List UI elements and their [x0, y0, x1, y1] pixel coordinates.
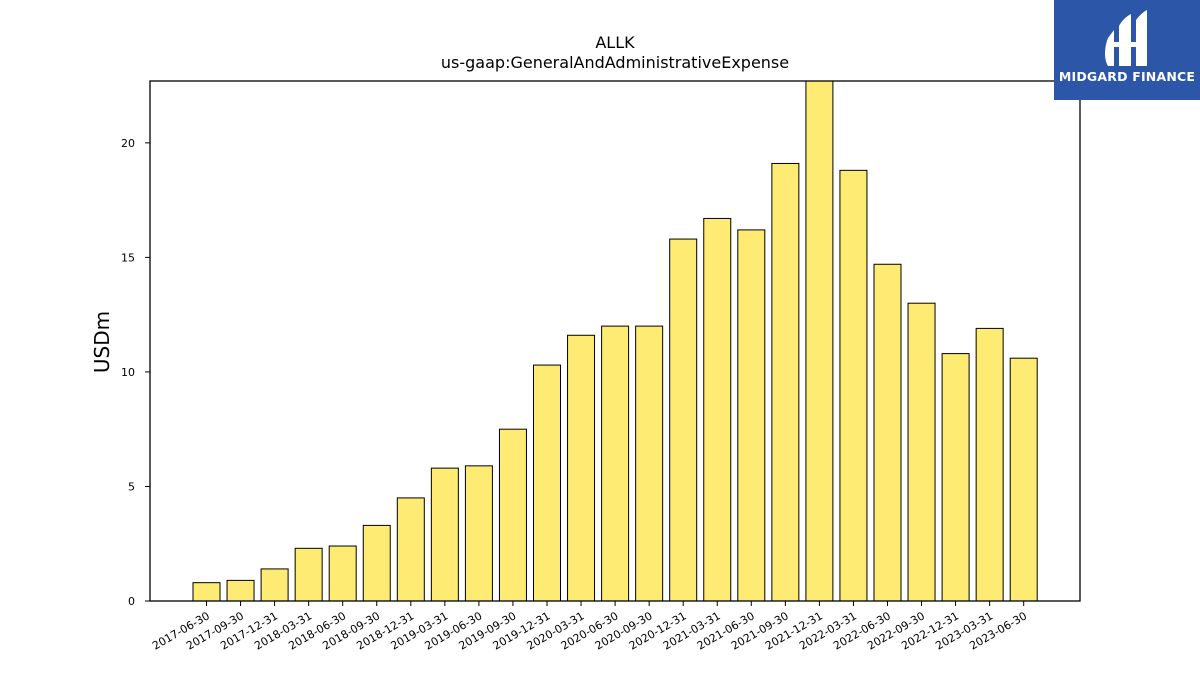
- bar-2022-12-31: [941, 353, 970, 602]
- bar-2021-06-30: [737, 229, 766, 602]
- bar-2020-12-31: [669, 238, 698, 602]
- y-tick-label: 20: [121, 137, 135, 150]
- bar-2020-03-31: [567, 334, 596, 602]
- y-axis-label: USDm: [90, 311, 114, 373]
- y-axis: 0 5 10 15 20: [121, 137, 150, 608]
- midgard-finance-logo: MIDGARD FINANCE: [1054, 0, 1200, 100]
- midgard-logo-icon: [1105, 10, 1147, 66]
- bar-2017-09-30: [226, 579, 255, 602]
- bar-2019-03-31: [430, 467, 459, 602]
- bar-2021-12-31: [805, 80, 834, 602]
- bar-2020-09-30: [635, 325, 664, 602]
- bar-2021-09-30: [771, 162, 800, 602]
- bar-2020-06-30: [601, 325, 630, 602]
- logo-text: MIDGARD FINANCE: [1058, 69, 1196, 84]
- bar-2017-12-31: [260, 568, 289, 602]
- bar-2018-09-30: [362, 524, 391, 602]
- bar-2022-09-30: [907, 302, 936, 602]
- bar-2019-12-31: [533, 364, 561, 602]
- bar-2021-03-31: [703, 217, 732, 602]
- bar-2019-06-30: [464, 465, 493, 602]
- bar-2018-06-30: [328, 545, 357, 602]
- chart-subtitle: us-gaap:GeneralAndAdministrativeExpense: [441, 53, 789, 72]
- bar-2018-12-31: [396, 497, 425, 602]
- bars-group: [192, 80, 1038, 602]
- bar-2018-03-31: [294, 547, 323, 602]
- bar-2019-09-30: [498, 428, 527, 602]
- bar-2022-06-30: [873, 263, 902, 602]
- bar-2017-06-30: [192, 582, 221, 602]
- bar-2022-03-31: [839, 169, 868, 602]
- y-tick-label: 0: [128, 595, 135, 608]
- bar-2023-06-30: [1009, 357, 1038, 602]
- x-axis: 2017-06-302017-09-302017-12-312018-03-31…: [150, 601, 1029, 653]
- y-tick-label: 15: [121, 251, 135, 264]
- chart-title: ALLK: [595, 33, 635, 52]
- y-tick-label: 10: [121, 366, 135, 379]
- bar-2023-03-31: [975, 327, 1004, 602]
- y-tick-label: 5: [128, 480, 135, 493]
